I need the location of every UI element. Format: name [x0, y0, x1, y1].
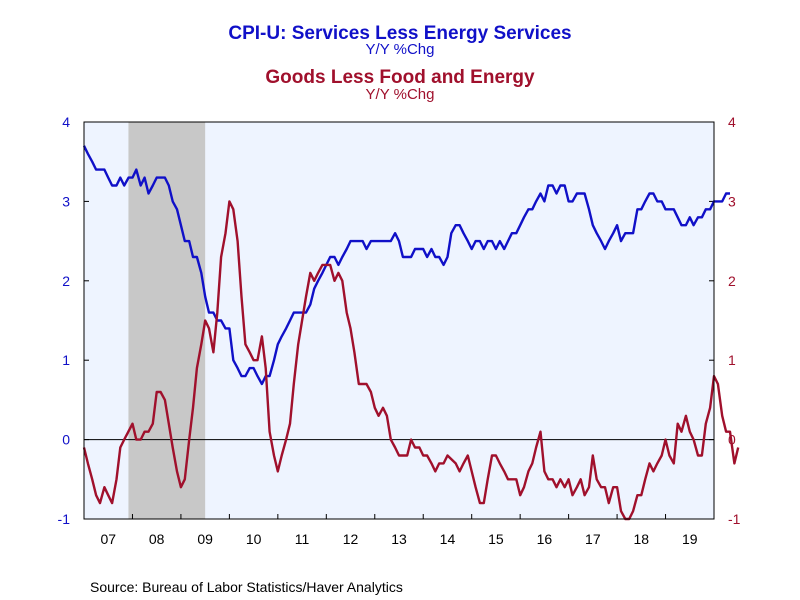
left-tick-label: 0	[62, 432, 70, 448]
x-tick-label: 08	[149, 531, 165, 547]
x-tick-label: 13	[391, 531, 407, 547]
left-tick-label: 2	[62, 273, 70, 289]
x-tick-label: 11	[295, 531, 310, 547]
left-tick-label: 4	[62, 114, 70, 130]
left-tick-label: -1	[58, 511, 71, 527]
x-tick-label: 14	[440, 531, 456, 547]
series-group	[82, 145, 740, 521]
chart-title-2: Goods Less Food and Energy	[265, 67, 535, 88]
chart-title: CPI-U: Services Less Energy Services	[228, 23, 571, 44]
right-tick-label: 1	[728, 352, 736, 368]
plot-frame	[83, 121, 715, 520]
x-tick-label: 12	[343, 531, 359, 547]
left-tick-label: 3	[62, 193, 70, 209]
recession-band	[128, 122, 206, 519]
chart-subtitle-2: Y/Y %Chg	[366, 86, 435, 103]
x-tick-label: 16	[537, 531, 553, 547]
right-tick-label: -1	[728, 511, 741, 527]
x-tick-label: 10	[246, 531, 262, 547]
chart-subtitle: Y/Y %Chg	[366, 41, 435, 58]
series-line-services	[82, 145, 730, 386]
left-y-axis: -1 0 1 2 3 4	[58, 114, 89, 527]
x-tick-label: 17	[585, 531, 601, 547]
x-tick-label: 09	[197, 531, 213, 547]
series-line-goods	[82, 200, 740, 521]
source-note: Source: Bureau of Labor Statistics/Haver…	[90, 579, 403, 595]
right-tick-label: 3	[728, 193, 736, 209]
x-tick-label: 19	[682, 531, 698, 547]
x-axis: 07 08 09 10 11 12 13 14 15 16 17 18 19	[83, 514, 715, 547]
right-tick-label: 2	[728, 273, 736, 289]
x-tick-label: 07	[100, 531, 116, 547]
left-tick-label: 1	[62, 352, 70, 368]
right-tick-label: 4	[728, 114, 736, 130]
x-tick-label: 15	[488, 531, 504, 547]
x-tick-label: 18	[634, 531, 650, 547]
